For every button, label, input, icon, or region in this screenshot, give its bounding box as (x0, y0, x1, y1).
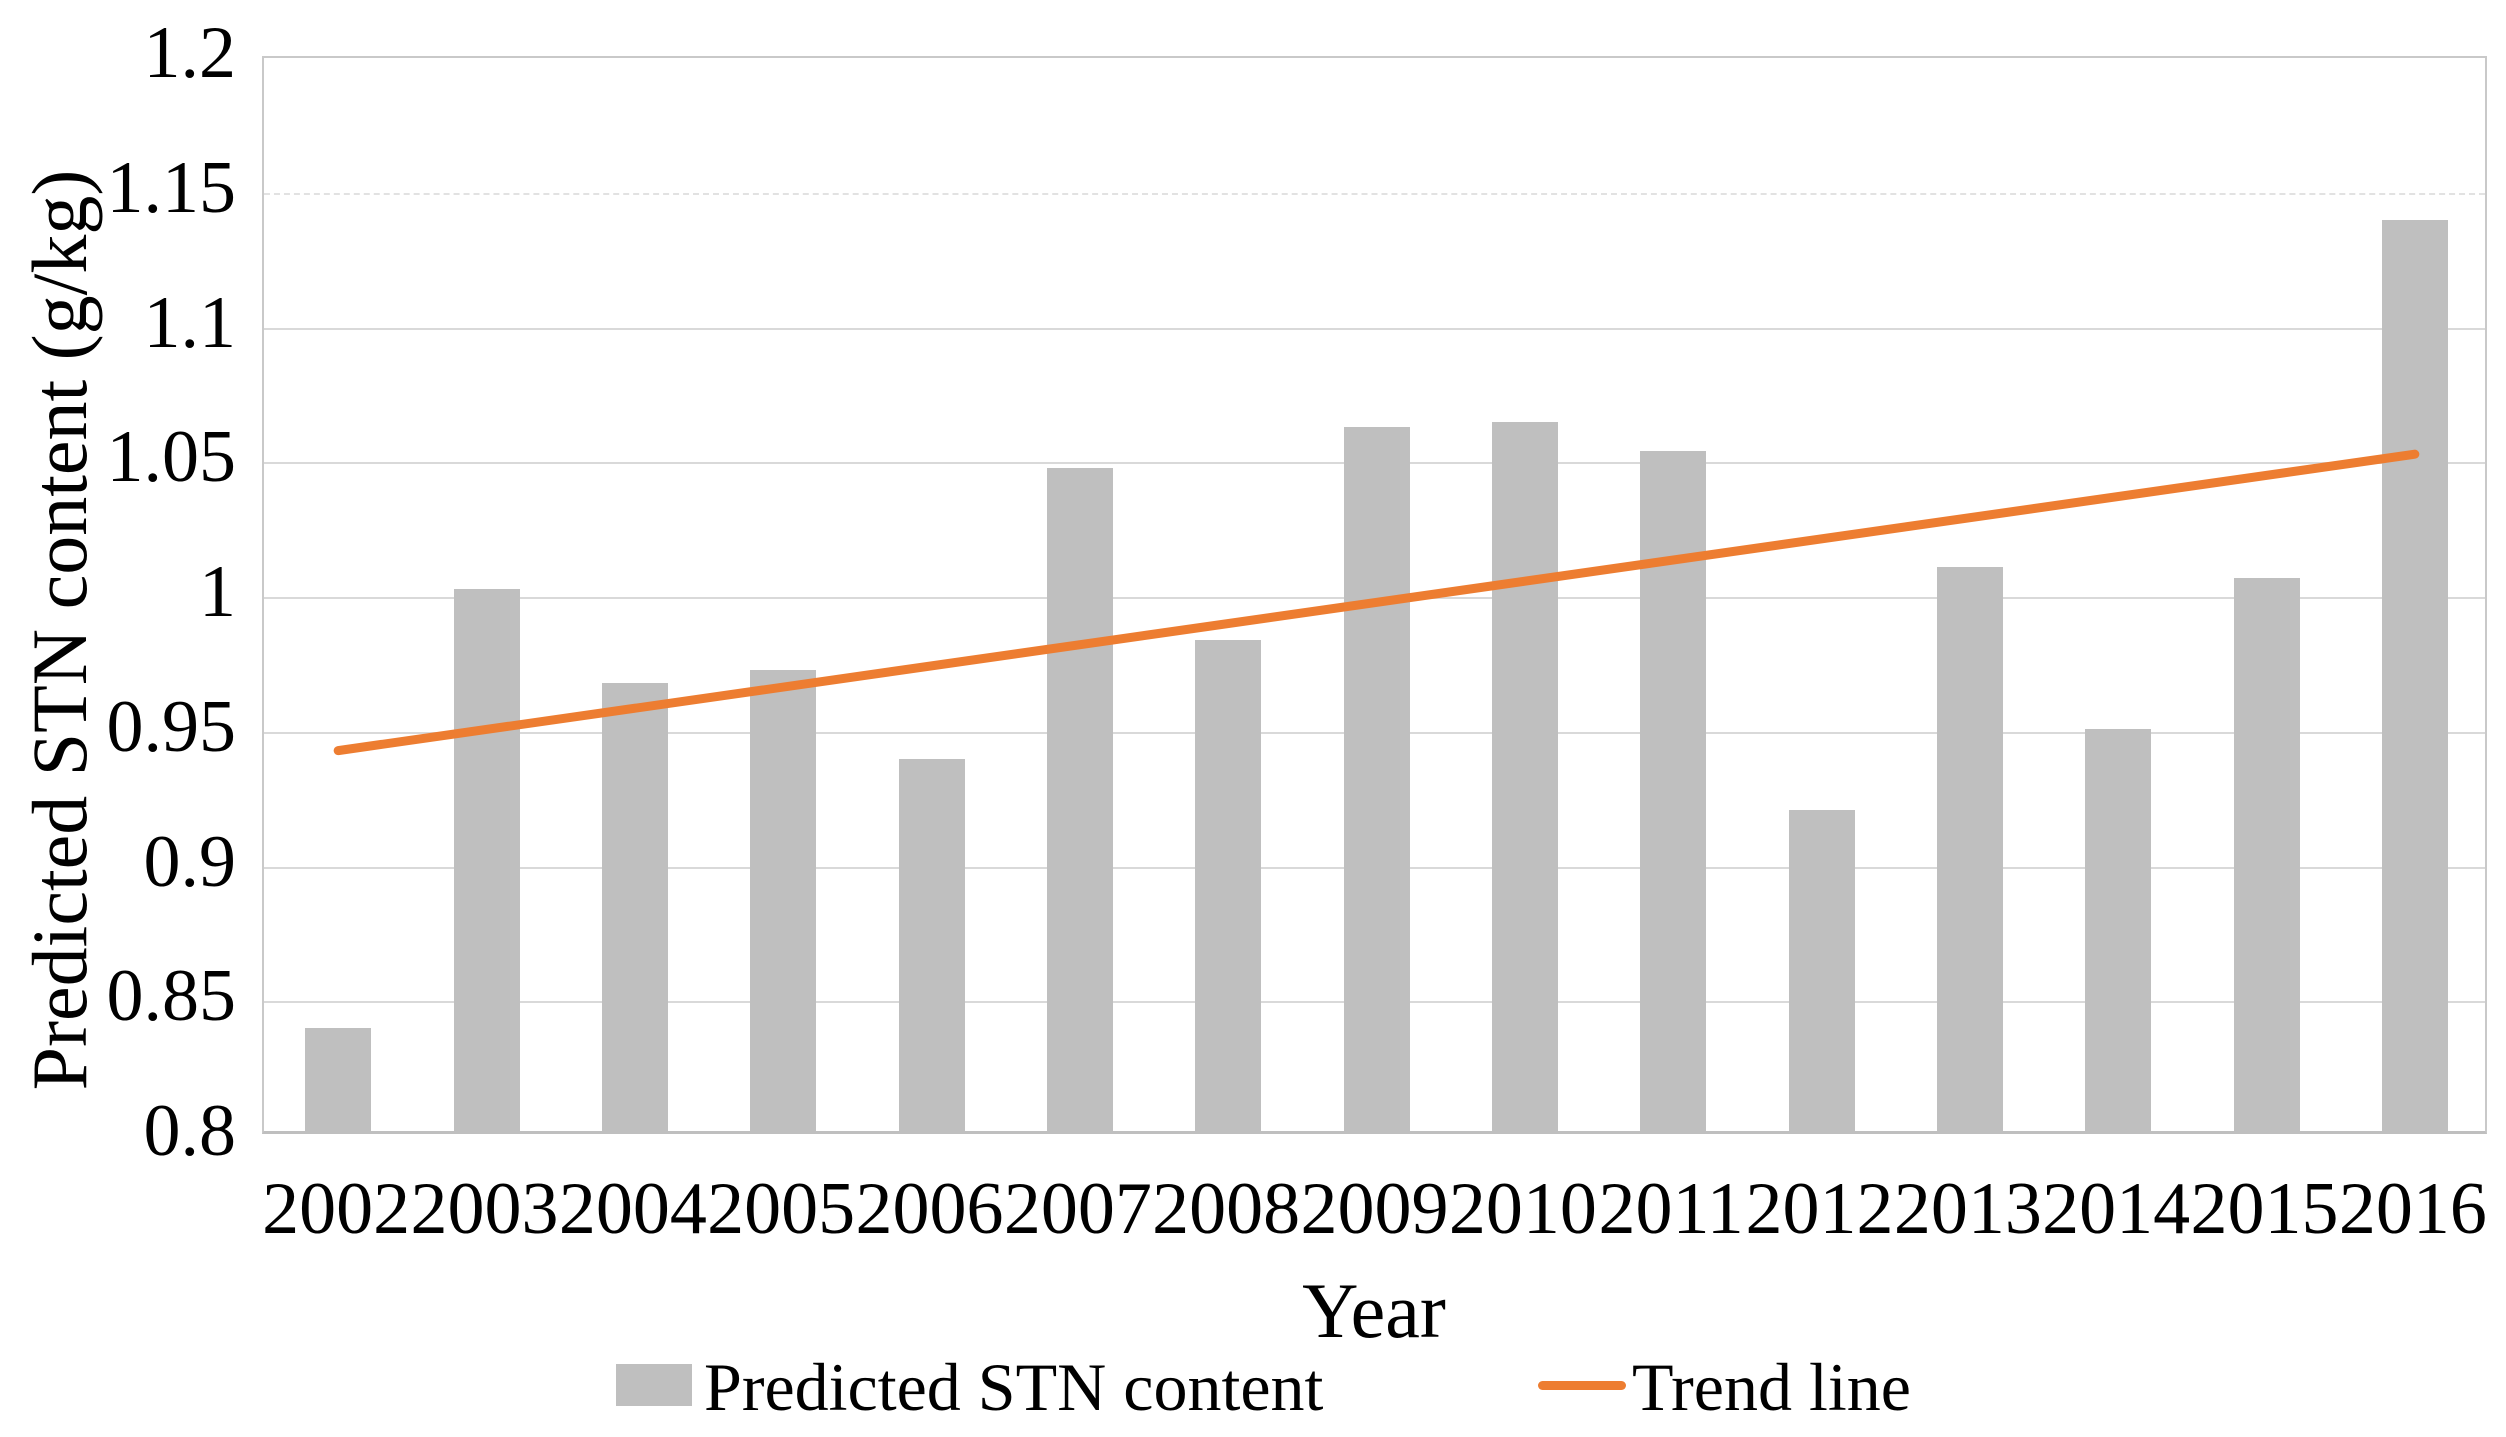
x-tick-label-2012: 2012 (1745, 1168, 1894, 1250)
bar-2014 (2085, 729, 2152, 1134)
plot-area (262, 56, 2487, 1134)
bar-2006 (898, 758, 965, 1134)
y-tick-label-0.8: 0.8 (143, 1090, 237, 1173)
x-tick-label-2005: 2005 (707, 1168, 856, 1250)
y-tick-label-0.95: 0.95 (106, 685, 237, 768)
bar-2015 (2233, 578, 2300, 1134)
bar-2016 (2381, 219, 2448, 1134)
bar-2008 (1195, 640, 1262, 1134)
trend-legend-label: Trend line (1632, 1349, 1911, 1425)
x-tick-label-2003: 2003 (410, 1168, 559, 1250)
x-tick-label-2007: 2007 (1003, 1168, 1152, 1250)
bar-2012 (1788, 809, 1855, 1134)
x-tick-label-2016: 2016 (2338, 1168, 2487, 1250)
bar-2013 (1936, 567, 2003, 1134)
bar-2002 (305, 1028, 372, 1134)
bar-2009 (1343, 427, 1410, 1134)
x-tick-label-2008: 2008 (1152, 1168, 1301, 1250)
x-tick-label-2004: 2004 (558, 1168, 707, 1250)
x-tick-label-2010: 2010 (1448, 1168, 1597, 1250)
bar-2003 (453, 588, 520, 1134)
x-tick-label-2002: 2002 (262, 1168, 411, 1250)
series-legend-label: Predicted STN content (704, 1349, 1324, 1425)
trend-legend-line-icon (1538, 1381, 1626, 1390)
y-tick-label-1.15: 1.15 (106, 146, 237, 229)
gridline-1.1 (264, 327, 2485, 330)
y-tick-label-1.05: 1.05 (106, 416, 237, 499)
y-tick-label-1.1: 1.1 (143, 281, 237, 364)
y-tick-label-1.2: 1.2 (143, 12, 237, 95)
x-tick-label-2014: 2014 (2042, 1168, 2191, 1250)
x-tick-label-2006: 2006 (855, 1168, 1004, 1250)
series-legend-swatch (616, 1364, 692, 1406)
trend-line (333, 449, 2420, 756)
y-tick-label-0.9: 0.9 (143, 820, 237, 903)
x-tick-label-2011: 2011 (1598, 1168, 1744, 1250)
bar-2010 (1491, 421, 1558, 1134)
y-tick-label-0.85: 0.85 (106, 955, 237, 1038)
bar-2004 (601, 683, 668, 1134)
y-tick-label-1: 1 (199, 551, 236, 634)
x-tick-label-2009: 2009 (1300, 1168, 1449, 1250)
x-tick-label-2013: 2013 (1893, 1168, 2042, 1250)
gridline-1.15 (264, 192, 2485, 195)
x-tick-label-2015: 2015 (2190, 1168, 2339, 1250)
x-axis-title: Year (1302, 1267, 1446, 1354)
bar-2007 (1046, 467, 1113, 1134)
bar-2005 (750, 669, 817, 1134)
legend: Predicted STN content Trend line (0, 1340, 2506, 1435)
